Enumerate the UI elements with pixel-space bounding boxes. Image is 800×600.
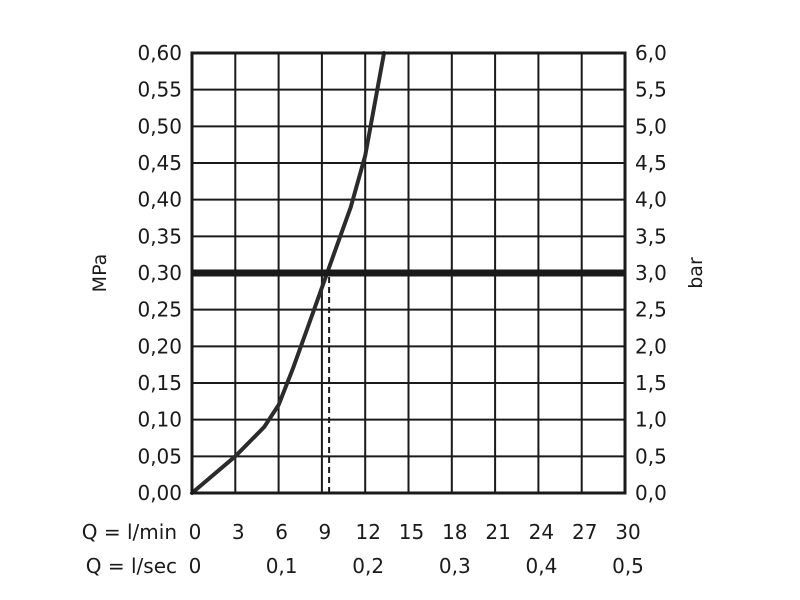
y-tick-right: 2,5 (635, 298, 667, 322)
y-tick-right: 4,0 (635, 188, 667, 212)
x-tick-lmin: 6 (275, 520, 288, 544)
x-tick-lmin: 0 (189, 520, 202, 544)
x-tick-lmin: 9 (319, 520, 332, 544)
x-tick-lsec: 0,1 (266, 554, 298, 578)
x-tick-lmin: 18 (442, 520, 467, 544)
y-tick-left: 0,10 (137, 408, 182, 432)
y-tick-left: 0,40 (137, 188, 182, 212)
y-tick-left: 0,15 (137, 371, 182, 395)
y-tick-right: 0,5 (635, 444, 667, 468)
y-tick-left: 0,30 (137, 261, 182, 285)
y-tick-left: 0,05 (137, 444, 182, 468)
series-layer (190, 51, 386, 495)
x-axis-label-lmin: Q = l/min (82, 520, 177, 544)
x-tick-lmin: 15 (399, 520, 424, 544)
y-tick-left: 0,50 (137, 114, 182, 138)
y-axis-label-right: bar (685, 257, 707, 289)
x-tick-lsec: 0 (189, 554, 202, 578)
reference-layer (192, 269, 625, 493)
y-tick-left: 0,60 (137, 41, 182, 65)
series-line-0 (190, 51, 386, 495)
x-tick-lmin: 27 (572, 520, 597, 544)
x-tick-lmin: 21 (485, 520, 510, 544)
x-tick-lsec: 0,3 (439, 554, 471, 578)
y-tick-left: 0,55 (137, 78, 182, 102)
x-tick-lmin: 30 (615, 520, 640, 544)
y-tick-left: 0,00 (137, 481, 182, 505)
y-tick-right: 0,0 (635, 481, 667, 505)
y-tick-right: 1,5 (635, 371, 667, 395)
x-tick-lsec: 0,5 (612, 554, 644, 578)
y-tick-right: 4,5 (635, 151, 667, 175)
y-tick-right: 5,5 (635, 78, 667, 102)
y-tick-left: 0,35 (137, 224, 182, 248)
y-tick-right: 6,0 (635, 41, 667, 65)
y-tick-left: 0,45 (137, 151, 182, 175)
x-tick-lsec: 0,2 (352, 554, 384, 578)
x-tick-lsec: 0,4 (525, 554, 557, 578)
y-tick-right: 3,5 (635, 224, 667, 248)
y-tick-right: 5,0 (635, 114, 667, 138)
x-axis-label-lsec: Q = l/sec (86, 554, 177, 578)
y-tick-right: 3,0 (635, 261, 667, 285)
tick-labels: 0,000,050,100,150,200,250,300,350,400,45… (137, 41, 666, 578)
plot-frame (190, 51, 627, 495)
y-tick-right: 1,0 (635, 408, 667, 432)
plot-border (190, 51, 627, 495)
y-tick-left: 0,25 (137, 298, 182, 322)
y-axis-label-left: MPa (89, 254, 111, 293)
y-tick-left: 0,20 (137, 334, 182, 358)
x-tick-lmin: 12 (355, 520, 380, 544)
y-tick-right: 2,0 (635, 334, 667, 358)
x-tick-lmin: 3 (232, 520, 245, 544)
x-tick-lmin: 24 (529, 520, 554, 544)
